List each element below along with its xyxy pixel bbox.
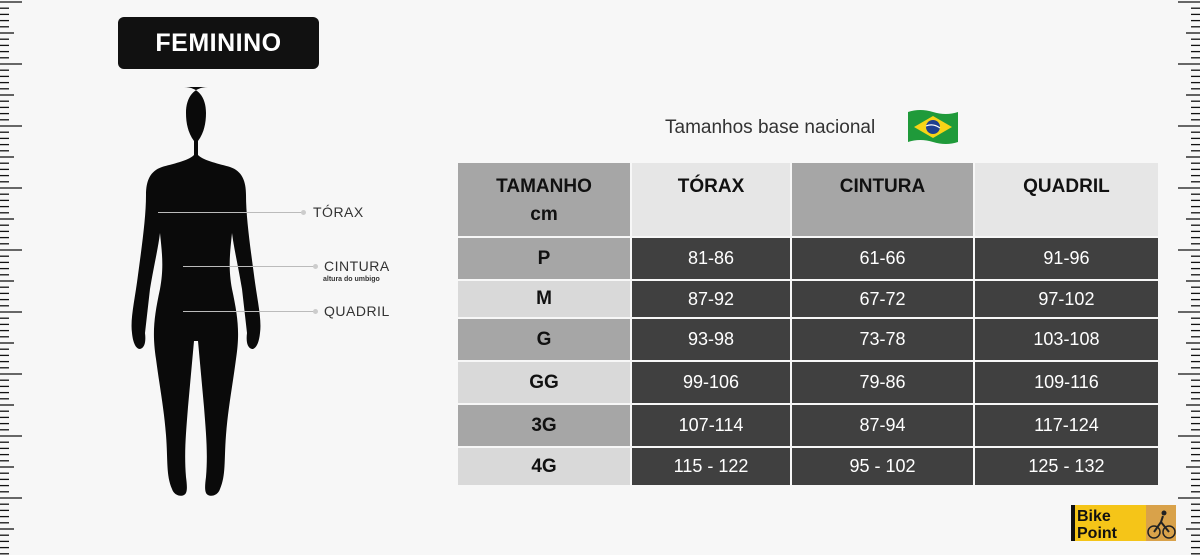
table-header: TAMANHO cm TÓRAX CINTURA QUADRIL: [458, 163, 1158, 236]
cell-cintura-value: 61-66: [792, 238, 973, 279]
cintura-label: CINTURA: [324, 258, 390, 274]
table-row: M 87-92 67-72 97-102: [458, 281, 1158, 317]
svg-text:Point: Point: [1077, 525, 1118, 541]
torax-label: TÓRAX: [313, 204, 364, 220]
torax-dot: [301, 210, 306, 215]
cintura-line: [183, 266, 315, 267]
table-row: G 93-98 73-78 103-108: [458, 319, 1158, 360]
ruler-right: [1178, 1, 1200, 555]
cell-quadril-value: 109-116: [974, 362, 1158, 403]
cell-torax-value: 115 - 122: [632, 448, 791, 485]
cell-size: 3G: [458, 405, 630, 446]
cell-cintura-value: 95 - 102: [792, 448, 973, 485]
header-quadril: QUADRIL: [974, 163, 1158, 236]
table-row: 4G 115 - 122 95 - 102 125 - 132: [458, 448, 1158, 485]
brazil-flag-icon: [908, 110, 958, 144]
table-row: P 81-86 61-66 91-96: [458, 238, 1158, 279]
bike-point-logo: Bike Point: [1071, 505, 1176, 541]
header-tamanho: TAMANHO cm: [458, 163, 630, 236]
cell-torax-value: 107-114: [632, 405, 791, 446]
header-torax: TÓRAX: [632, 163, 791, 236]
header-cintura: CINTURA: [792, 163, 973, 236]
cell-cintura-value: 67-72: [792, 281, 973, 317]
cell-size: 4G: [458, 448, 630, 485]
cell-size: GG: [458, 362, 630, 403]
female-silhouette: [131, 87, 261, 496]
cell-torax-value: 99-106: [632, 362, 791, 403]
cell-torax-value: 81-86: [632, 238, 791, 279]
table-row: GG 99-106 79-86 109-116: [458, 362, 1158, 403]
table-row: 3G 107-114 87-94 117-124: [458, 405, 1158, 446]
cintura-dot: [313, 264, 318, 269]
header-tamanho-label: TAMANHO: [496, 176, 592, 197]
size-table: TAMANHO cm TÓRAX CINTURA QUADRIL P 81-86 61…: [456, 161, 1160, 487]
quadril-line: [183, 311, 315, 312]
cell-quadril-value: 97-102: [974, 281, 1158, 317]
subtitle: Tamanhos base nacional: [665, 117, 876, 138]
svg-text:Bike: Bike: [1077, 508, 1111, 525]
ruler-left: [0, 1, 22, 555]
cell-quadril-value: 103-108: [974, 319, 1158, 360]
cintura-note: altura do umbigo: [323, 276, 380, 283]
cell-cintura-value: 87-94: [792, 405, 973, 446]
cell-cintura-value: 79-86: [792, 362, 973, 403]
quadril-dot: [313, 309, 318, 314]
cell-size: G: [458, 319, 630, 360]
cell-cintura-value: 73-78: [792, 319, 973, 360]
cell-torax-value: 93-98: [632, 319, 791, 360]
cell-torax-value: 87-92: [632, 281, 791, 317]
cell-quadril-value: 117-124: [974, 405, 1158, 446]
cell-size: M: [458, 281, 630, 317]
gender-badge: FEMININO: [118, 17, 319, 69]
header-unit-label: cm: [530, 204, 558, 225]
torax-line: [158, 212, 303, 213]
quadril-label: QUADRIL: [324, 303, 390, 319]
cell-quadril-value: 125 - 132: [974, 448, 1158, 485]
cell-quadril-value: 91-96: [974, 238, 1158, 279]
cell-size: P: [458, 238, 630, 279]
